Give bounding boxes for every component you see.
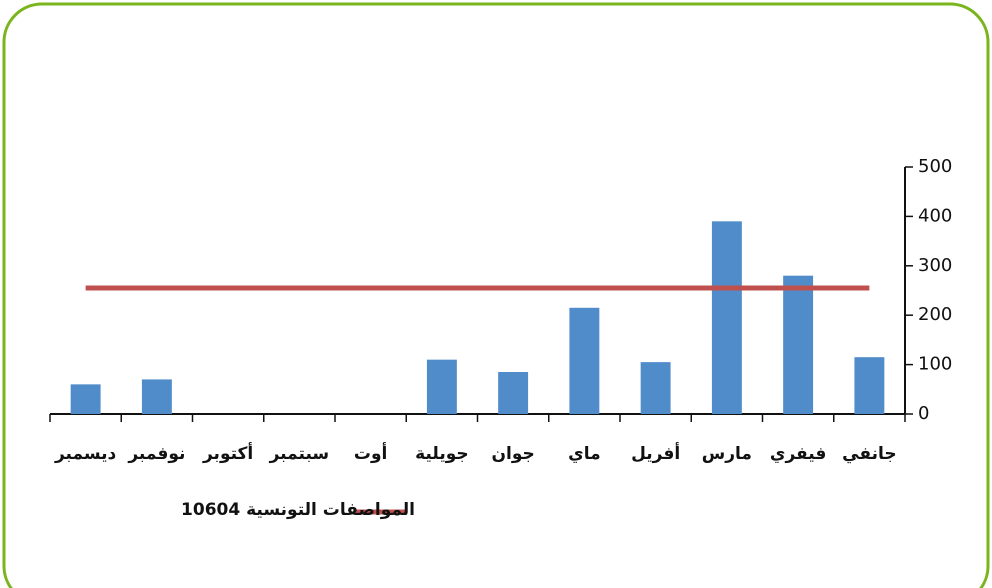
x-tick-label: أكتوبر (202, 442, 253, 464)
x-tick-label: ديسمبر (54, 444, 117, 464)
bar (498, 372, 529, 414)
x-tick-label: أوت (354, 442, 387, 464)
x-tick-label: ماي (568, 444, 601, 464)
y-tick-label: 300 (918, 255, 952, 276)
bar (426, 359, 457, 414)
bar (569, 307, 600, 414)
y-tick-label: 0 (918, 403, 929, 424)
y-tick-label: 400 (918, 205, 952, 226)
bar (711, 221, 742, 414)
x-tick-label: فيفري (770, 444, 826, 464)
bar (783, 275, 814, 414)
legend-label: المواصفات التونسية 10604 (181, 500, 415, 520)
bar (854, 357, 885, 414)
bar (70, 384, 101, 414)
x-tick-label: سبتمبر (269, 444, 330, 464)
x-tick-label: جانفي (842, 444, 896, 464)
x-tick-label: نوفمبر (127, 444, 185, 464)
bar (640, 362, 671, 414)
y-tick-label: 200 (918, 304, 952, 325)
x-tick-label: أفريل (631, 442, 680, 464)
y-tick-label: 100 (918, 354, 952, 375)
bar (141, 379, 172, 414)
x-tick-label: جويلية (415, 444, 468, 464)
x-tick-label: جوان (492, 444, 535, 464)
y-tick-label: 500 (918, 156, 952, 177)
x-tick-label: مارس (702, 444, 752, 464)
